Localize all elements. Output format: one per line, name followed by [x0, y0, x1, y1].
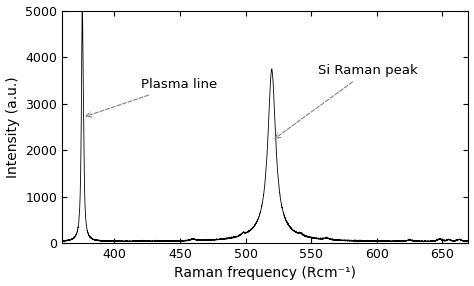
Y-axis label: Intensity (a.u.): Intensity (a.u.) — [6, 76, 19, 178]
X-axis label: Raman frequency (Rcm⁻¹): Raman frequency (Rcm⁻¹) — [174, 267, 356, 281]
Text: Si Raman peak: Si Raman peak — [275, 65, 418, 138]
Text: Plasma line: Plasma line — [86, 78, 217, 117]
